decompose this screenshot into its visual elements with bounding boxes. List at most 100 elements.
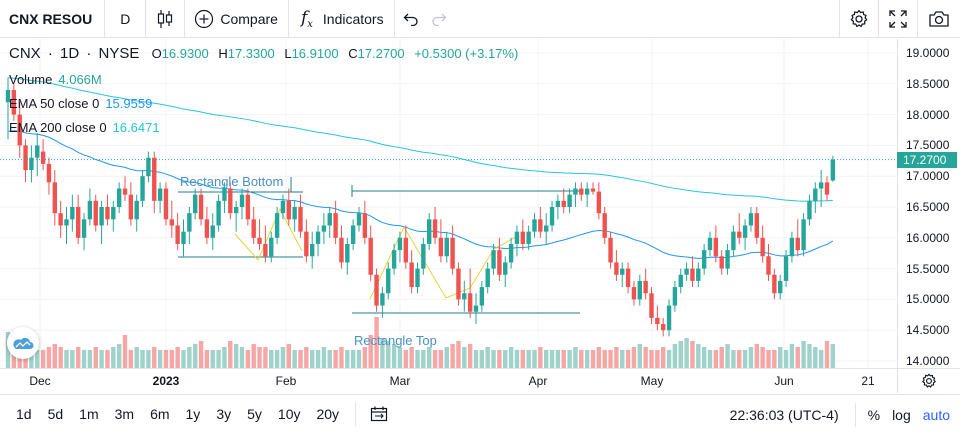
- volume-bar: [637, 344, 642, 368]
- candle: [116, 182, 122, 214]
- price-tick-label: 17.5000: [906, 138, 950, 153]
- candle-body: [40, 151, 46, 164]
- candle: [661, 317, 666, 337]
- candle-body: [596, 191, 602, 214]
- candle: [684, 262, 689, 281]
- volume-bar: [310, 350, 315, 368]
- candle-body: [620, 268, 625, 275]
- volume-bar: [701, 347, 707, 368]
- candle: [438, 219, 444, 263]
- candle-body: [198, 194, 204, 220]
- candle-body: [813, 188, 818, 201]
- candle-body: [380, 293, 385, 306]
- logo-button[interactable]: [7, 327, 39, 359]
- candle: [415, 262, 420, 294]
- snapshot-button[interactable]: [918, 0, 960, 38]
- volume-bar: [754, 344, 759, 368]
- chart-type-button[interactable]: [146, 0, 184, 38]
- volume-bar: [549, 350, 555, 368]
- candle: [514, 225, 520, 257]
- candle: [374, 268, 379, 312]
- candle: [81, 213, 87, 251]
- candle-body: [116, 188, 122, 207]
- interval-button[interactable]: D: [105, 0, 145, 38]
- volume-bar: [467, 344, 473, 368]
- candle-body: [134, 200, 139, 220]
- candle: [824, 176, 830, 201]
- volume-bar: [731, 350, 736, 368]
- candle-body: [760, 237, 765, 257]
- candle: [655, 305, 660, 331]
- volume-bar: [649, 350, 654, 368]
- range-button-10y[interactable]: 10y: [277, 406, 301, 422]
- candle: [637, 274, 642, 306]
- legend-exchange: NYSE: [98, 45, 140, 62]
- undo-button[interactable]: [397, 0, 425, 38]
- candle-body: [772, 274, 777, 294]
- range-button-3y[interactable]: 3y: [216, 406, 232, 422]
- candle-body: [444, 237, 449, 257]
- settings-button[interactable]: [840, 0, 878, 38]
- price-axis[interactable]: 19.0000 18.5000 18.0000 17.5000 17.0000 16.50…: [897, 39, 960, 368]
- volume-bar: [544, 350, 549, 368]
- symbol-name: CNX RESOU: [9, 10, 93, 27]
- volume-bar: [491, 350, 496, 368]
- log-toggle[interactable]: log: [892, 406, 911, 423]
- range-button-20y[interactable]: 20y: [316, 406, 340, 422]
- range-button-5d[interactable]: 5d: [47, 406, 64, 422]
- rectangle-bottom-label: Rectangle Bottom: [180, 174, 283, 189]
- chart-canvas[interactable]: Rectangle Bottom Rectangle Top: [0, 39, 897, 368]
- axis-settings-button[interactable]: [897, 368, 960, 393]
- price-tick-label: 17.0000: [906, 169, 950, 184]
- candle-body: [503, 262, 508, 275]
- candle-body: [479, 287, 485, 306]
- pattern-line: [234, 207, 303, 261]
- candle-body: [397, 237, 403, 251]
- volume-bar: [737, 350, 742, 368]
- candle: [649, 287, 654, 325]
- candle: [263, 225, 268, 263]
- range-button-6m[interactable]: 6m: [150, 406, 170, 422]
- range-button-1m[interactable]: 1m: [79, 406, 99, 422]
- compare-button[interactable]: Compare: [185, 0, 288, 38]
- fullscreen-button[interactable]: [879, 0, 917, 38]
- volume-bar: [163, 350, 169, 368]
- range-button-1d[interactable]: 1d: [16, 406, 32, 422]
- date-range-button[interactable]: [364, 406, 394, 422]
- volume-bar: [327, 350, 332, 368]
- redo-button[interactable]: [425, 0, 453, 38]
- volume-bar: [386, 341, 391, 368]
- ema200-path: [7, 77, 833, 202]
- volume-bar: [526, 350, 531, 368]
- time-tick-label: Mar: [389, 374, 411, 388]
- volume-bar: [292, 350, 297, 368]
- symbol-search-button[interactable]: CNX RESOU: [0, 0, 104, 38]
- time-axis[interactable]: Dec 2023 Feb Mar Apr May Jun 21: [0, 368, 897, 393]
- volume-bar: [187, 347, 192, 368]
- range-button-5y[interactable]: 5y: [247, 406, 262, 422]
- volume-bar: [350, 350, 356, 368]
- candle-body: [87, 200, 93, 220]
- rectangle-drawings[interactable]: [178, 177, 580, 314]
- candle-body: [81, 219, 87, 238]
- last-price-badge: 17.2700: [897, 151, 957, 168]
- volume-bar: [134, 347, 139, 368]
- candle: [666, 299, 672, 337]
- candle-body: [602, 213, 607, 238]
- volume-bar: [204, 350, 210, 368]
- candle-body: [520, 231, 525, 244]
- percent-toggle[interactable]: %: [867, 406, 881, 423]
- indicators-button[interactable]: fx Indicators: [289, 0, 394, 38]
- candle-body: [216, 200, 221, 226]
- candle: [315, 225, 321, 257]
- candle: [672, 280, 678, 312]
- auto-toggle[interactable]: auto: [922, 406, 950, 423]
- chart-area[interactable]: Rectangle Bottom Rectangle Top CNX · 1D …: [0, 39, 960, 393]
- candle: [146, 151, 151, 183]
- candle-body: [579, 188, 584, 195]
- price-tick-label: 14.0000: [906, 354, 950, 368]
- range-button-1y[interactable]: 1y: [185, 406, 201, 422]
- top-toolbar: CNX RESOU D Compare fx Indicators: [0, 0, 960, 38]
- candle-body: [783, 256, 789, 281]
- range-button-3m[interactable]: 3m: [114, 406, 135, 422]
